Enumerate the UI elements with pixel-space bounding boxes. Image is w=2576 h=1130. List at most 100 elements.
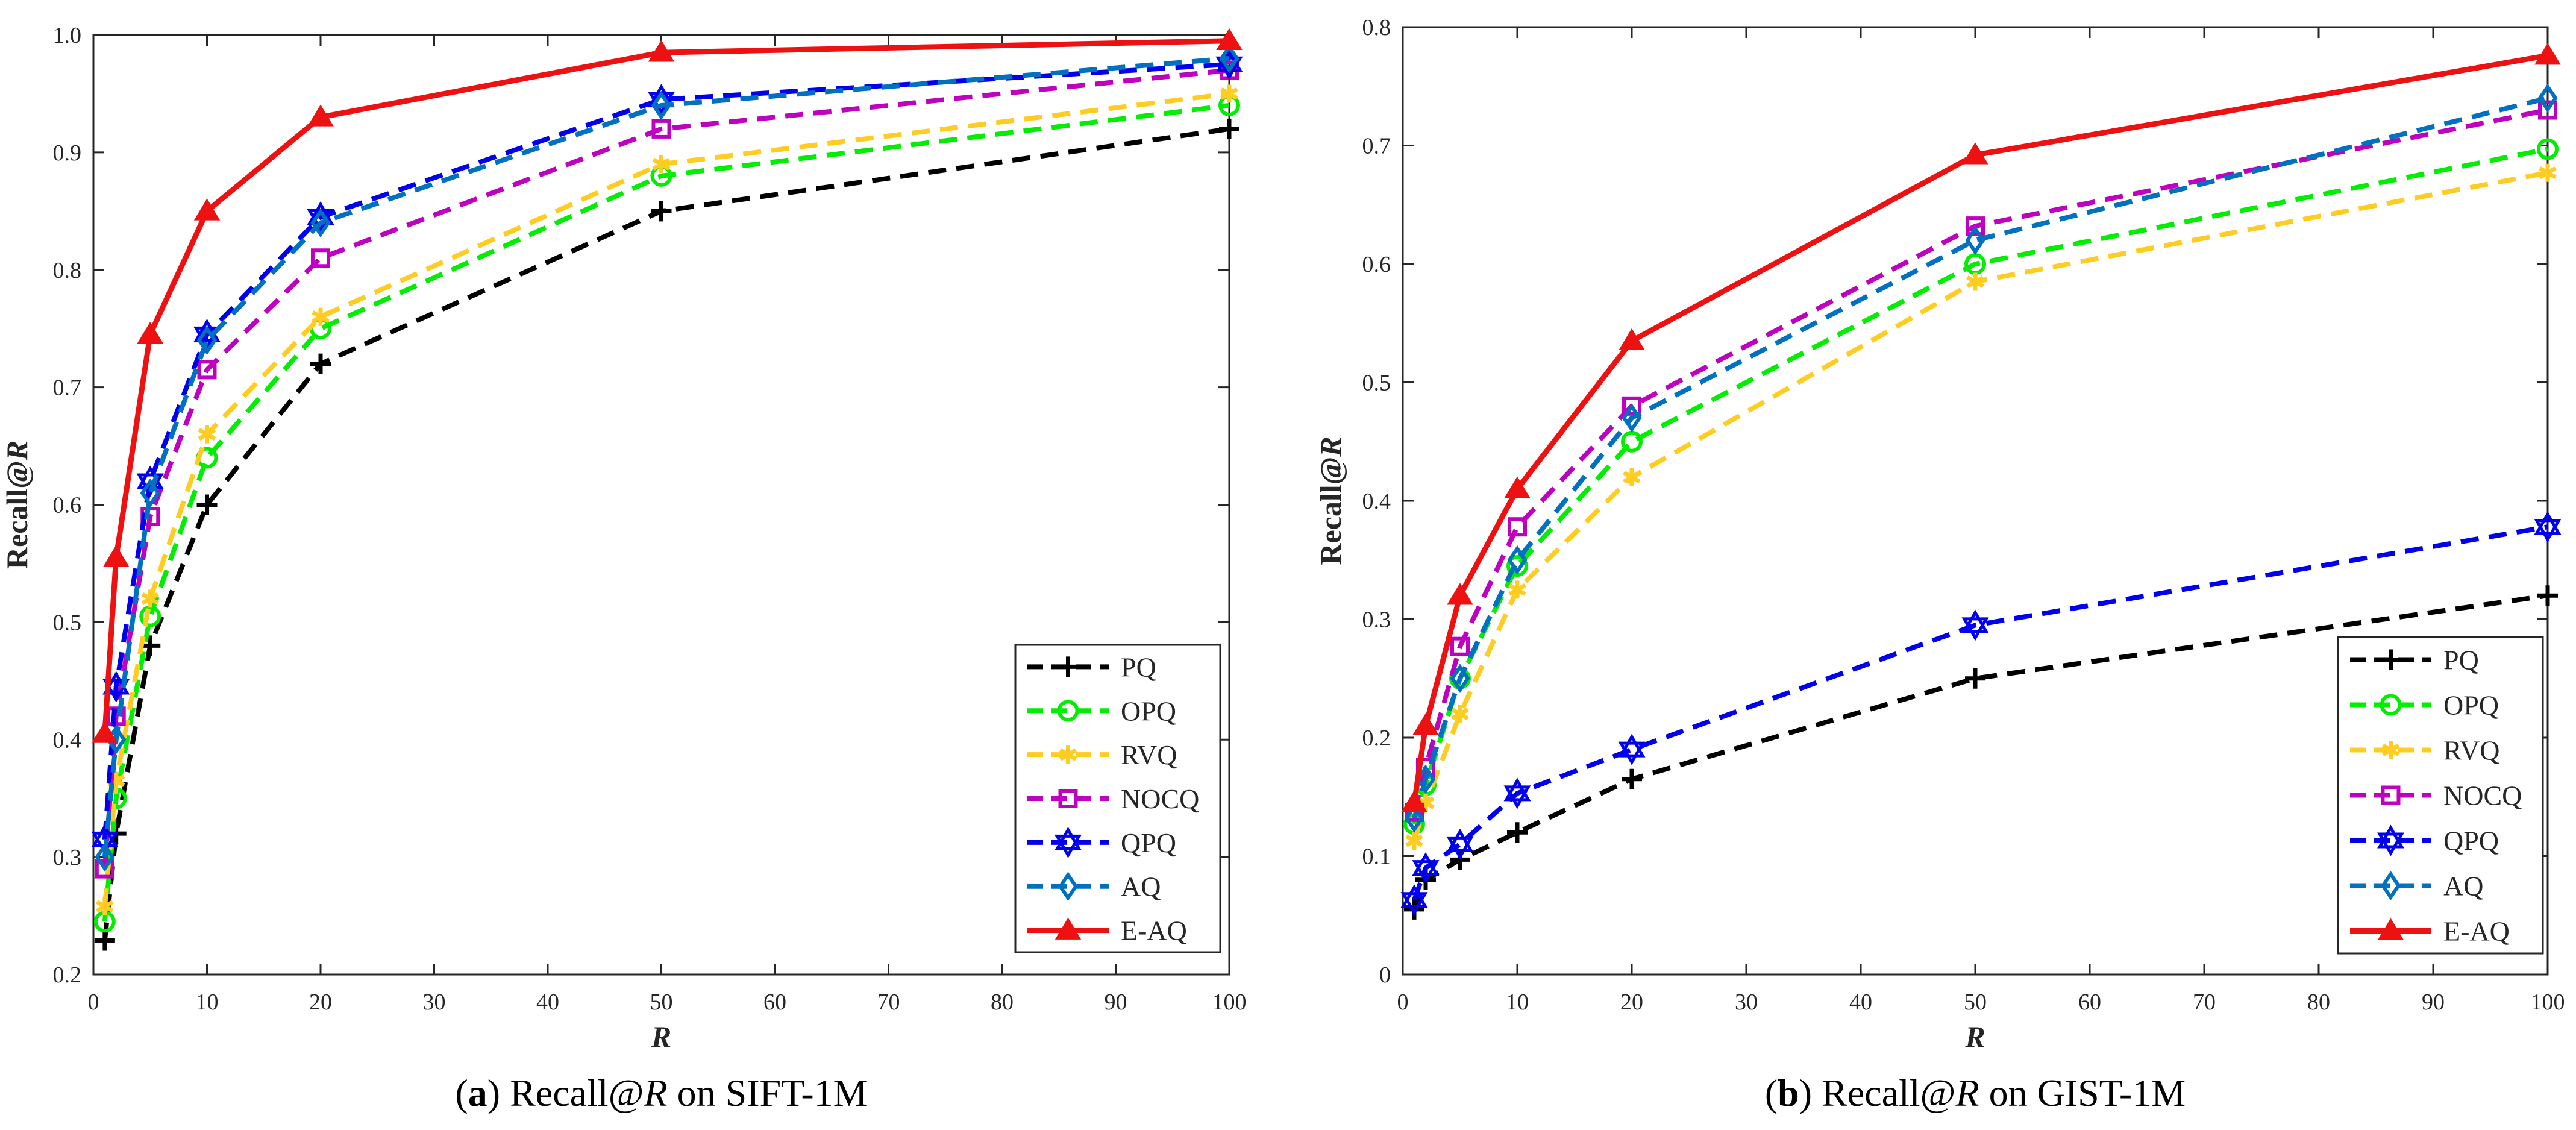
x-tick-label: 40	[536, 990, 559, 1015]
legend-item-opq: OPQ	[2350, 690, 2499, 721]
legend: PQ OPQ RVQ NOCQ QPQ AQ E-AQ	[2337, 636, 2544, 955]
legend-label: PQ	[2443, 645, 2479, 676]
legend-marker	[1055, 917, 1082, 940]
marker-pq	[1965, 668, 1985, 689]
legend-item-rvq: RVQ	[1027, 739, 1177, 770]
x-tick-label: 70	[877, 990, 900, 1015]
line-qpq	[1412, 524, 2548, 901]
marker-nocq	[1508, 517, 1527, 537]
marker-e-aq	[137, 321, 163, 344]
legend-label: OPQ	[1121, 695, 1176, 726]
legend-marker	[2377, 824, 2405, 856]
marker-pq	[196, 494, 218, 515]
marker-e-aq	[1447, 583, 1473, 605]
legend-item-aq: AQ	[1027, 871, 1161, 902]
marker-pq	[651, 201, 672, 222]
legend-label: PQ	[1121, 651, 1156, 682]
marker-nocq	[311, 248, 330, 268]
x-axis-label: R	[651, 1020, 671, 1053]
legend-item-nocq: NOCQ	[2350, 780, 2522, 811]
legend-marker	[1054, 826, 1082, 858]
marker-aq	[1965, 225, 1985, 256]
y-tick-label: 0.6	[1362, 252, 1391, 277]
y-tick-label: 0.2	[53, 962, 82, 988]
marker-e-aq	[307, 104, 334, 127]
legend-label: E-AQ	[1121, 915, 1187, 946]
legend-item-nocq: NOCQ	[1027, 783, 1199, 814]
legend-item-opq: OPQ	[1027, 695, 1176, 726]
marker-aq	[95, 842, 115, 872]
marker-rvq	[1966, 272, 1984, 291]
marker-rvq	[312, 307, 330, 326]
legend-label: AQ	[2443, 871, 2483, 902]
x-tick-label: 30	[423, 990, 446, 1015]
marker-nocq	[2538, 100, 2557, 120]
legend-marker	[1058, 789, 1078, 808]
marker-aq	[196, 325, 218, 355]
panel-caption: (b) Recall@R on GIST-1M	[1765, 1072, 2186, 1114]
legend-marker	[2380, 649, 2401, 670]
marker-qpq	[1412, 852, 1440, 884]
marker-aq	[1450, 664, 1470, 694]
marker-rvq	[1451, 705, 1469, 723]
marker-pq	[2537, 585, 2558, 606]
x-tick-label: 100	[1212, 990, 1247, 1015]
marker-opq	[2537, 138, 2559, 160]
legend-marker	[1059, 745, 1077, 764]
marker-pq	[1622, 768, 1642, 789]
x-tick-label: 100	[2531, 990, 2565, 1015]
panel-caption: (a) Recall@R on SIFT-1M	[455, 1072, 867, 1114]
legend-label: AQ	[1121, 871, 1161, 902]
marker-qpq	[1400, 884, 1428, 916]
legend-marker	[2381, 741, 2400, 759]
line-aq	[1412, 96, 2548, 819]
marker-e-aq	[2534, 43, 2561, 65]
series-e-aq	[92, 28, 1243, 743]
marker-aq	[1404, 803, 1424, 833]
marker-aq	[310, 208, 331, 238]
y-tick-label: 0.3	[1362, 607, 1391, 633]
marker-aq	[1507, 545, 1528, 575]
legend-marker	[2380, 871, 2401, 900]
marker-e-aq	[193, 198, 221, 221]
legend-marker	[2380, 694, 2402, 716]
x-tick-label: 80	[991, 990, 1014, 1015]
marker-e-aq	[1401, 790, 1427, 812]
marker-e-aq	[648, 40, 675, 62]
x-tick-label: 30	[1735, 990, 1758, 1015]
marker-rvq	[2539, 163, 2557, 182]
legend-label: RVQ	[2443, 735, 2499, 766]
legend-label: NOCQ	[1121, 783, 1199, 814]
marker-e-aq	[1216, 28, 1243, 50]
marker-pq	[310, 353, 331, 374]
marker-aq	[1219, 43, 1239, 74]
line-qpq	[102, 61, 1230, 840]
legend-label: OPQ	[2443, 690, 2499, 721]
legend-item-qpq: QPQ	[1027, 826, 1176, 858]
y-tick-label: 0.7	[1362, 134, 1391, 159]
marker-aq	[2537, 83, 2558, 113]
marker-e-aq	[1412, 713, 1439, 735]
legend-item-e-aq: E-AQ	[2350, 916, 2510, 947]
series-rvq	[1405, 163, 2557, 850]
series-e-aq	[1401, 43, 2561, 812]
x-tick-label: 50	[650, 990, 673, 1015]
marker-e-aq	[102, 545, 130, 567]
series-aq	[95, 43, 1239, 872]
marker-e-aq	[1962, 142, 1988, 165]
marker-rvq	[141, 589, 160, 608]
y-tick-label: 0.5	[1362, 371, 1391, 396]
legend-marker	[2381, 785, 2401, 805]
marker-qpq	[1618, 733, 1646, 765]
x-tick-label: 20	[1620, 990, 1643, 1015]
marker-pq	[94, 930, 115, 951]
x-tick-label: 10	[196, 990, 219, 1015]
x-tick-label: 0	[88, 990, 99, 1015]
marker-aq	[1622, 403, 1642, 433]
legend-item-qpq: QPQ	[2350, 824, 2499, 856]
x-tick-label: 90	[2422, 990, 2445, 1015]
legend-box	[2337, 636, 2544, 955]
legend-item-aq: AQ	[2350, 871, 2483, 902]
marker-rvq	[1405, 831, 1423, 850]
marker-pq	[1404, 899, 1424, 920]
